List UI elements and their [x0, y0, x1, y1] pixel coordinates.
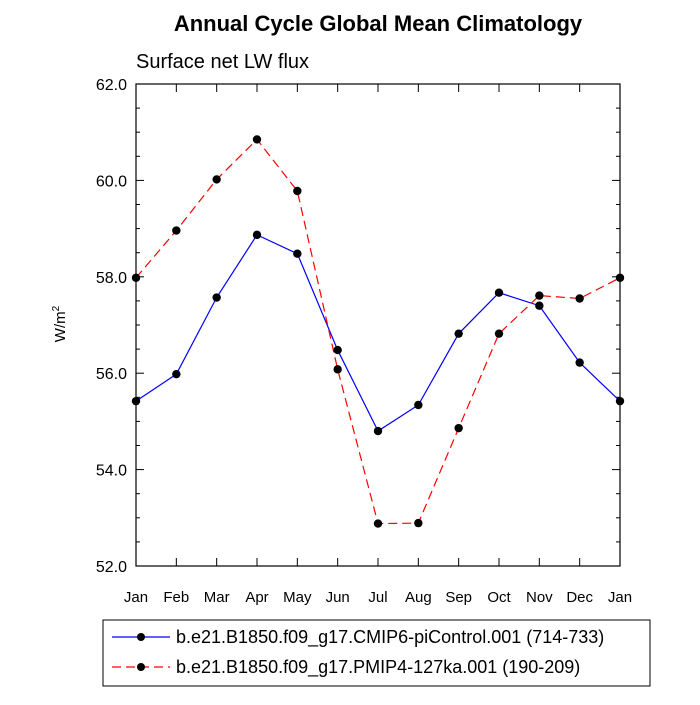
data-point-series-2 — [575, 294, 584, 303]
chart-title: Annual Cycle Global Mean Climatology — [174, 11, 583, 36]
y-tick-label: 60.0 — [96, 173, 127, 190]
data-point-series-2 — [373, 519, 383, 528]
data-point-series-1 — [454, 329, 463, 338]
y-axis-label-main: W/m — [52, 311, 69, 342]
legend-label-series-1: b.e21.B1850.f09_g17.CMIP6-piControl.001 … — [176, 627, 604, 648]
data-point-series-1 — [293, 249, 302, 258]
data-point-series-1 — [131, 396, 141, 406]
data-point-series-2 — [293, 186, 302, 196]
y-tick-label: 54.0 — [96, 463, 127, 480]
x-tick-label: Apr — [245, 589, 268, 606]
x-tick-label: Dec — [566, 589, 593, 606]
data-point-series-2 — [172, 226, 181, 235]
x-tick-label: Oct — [487, 589, 511, 606]
svg-text:W/m2: W/m2 — [51, 305, 69, 342]
legend-box — [102, 619, 651, 687]
series-line-1 — [135, 234, 621, 432]
x-tick-label: Mar — [204, 589, 230, 606]
x-tick-label: Jun — [326, 589, 350, 606]
legend: b.e21.B1850.f09_g17.CMIP6-piControl.001 … — [102, 619, 651, 687]
y-tick-label: 58.0 — [96, 270, 127, 287]
data-point-series-1 — [414, 400, 423, 410]
data-point-series-1 — [615, 396, 625, 406]
x-tick-label: Sep — [445, 589, 472, 606]
plot-frame — [135, 83, 621, 567]
x-tick-label: May — [283, 589, 312, 606]
data-point-series-1 — [212, 293, 221, 302]
y-tick-label: 52.0 — [96, 559, 127, 576]
series-layer — [131, 135, 625, 528]
data-point-series-1 — [494, 288, 504, 297]
legend-label-series-2: b.e21.B1850.f09_g17.PMIP4-127ka.001 (190… — [176, 657, 580, 678]
axes: 52.0 54.0 56.0 58.0 60.0 62.0 Jan Feb Mar Apr May J… — [96, 77, 632, 606]
data-point-series-1 — [333, 345, 342, 355]
data-point-series-1 — [172, 369, 181, 379]
data-point-series-1 — [535, 301, 544, 310]
x-tick-label: Jan — [608, 589, 632, 606]
x-tick-label: Nov — [526, 589, 553, 606]
data-point-series-2 — [615, 273, 625, 282]
x-tick-label: Jan — [124, 589, 148, 606]
legend-marker-series-2 — [137, 663, 145, 671]
y-tick-label: 56.0 — [96, 366, 127, 383]
data-point-series-2 — [494, 329, 504, 338]
y-axis-label-superscript: 2 — [51, 305, 62, 311]
x-tick-label: Aug — [405, 589, 432, 606]
data-point-series-1 — [373, 426, 383, 436]
data-point-series-2 — [414, 518, 423, 528]
data-point-series-1 — [252, 230, 262, 240]
legend-marker-series-1 — [137, 633, 145, 641]
data-point-series-2 — [131, 273, 141, 282]
x-tick-label: Jul — [368, 589, 387, 606]
data-point-series-2 — [454, 423, 463, 433]
y-axis-label: W/m2 — [51, 305, 69, 342]
x-tick-label: Feb — [163, 589, 189, 606]
data-point-series-1 — [575, 358, 584, 367]
data-point-series-2 — [252, 135, 262, 144]
series-line-2 — [135, 138, 621, 525]
data-point-series-2 — [212, 175, 221, 184]
y-tick-label: 62.0 — [96, 77, 127, 94]
data-point-series-2 — [535, 291, 544, 300]
chart-subtitle: Surface net LW flux — [136, 51, 309, 73]
data-point-series-2 — [333, 365, 342, 374]
